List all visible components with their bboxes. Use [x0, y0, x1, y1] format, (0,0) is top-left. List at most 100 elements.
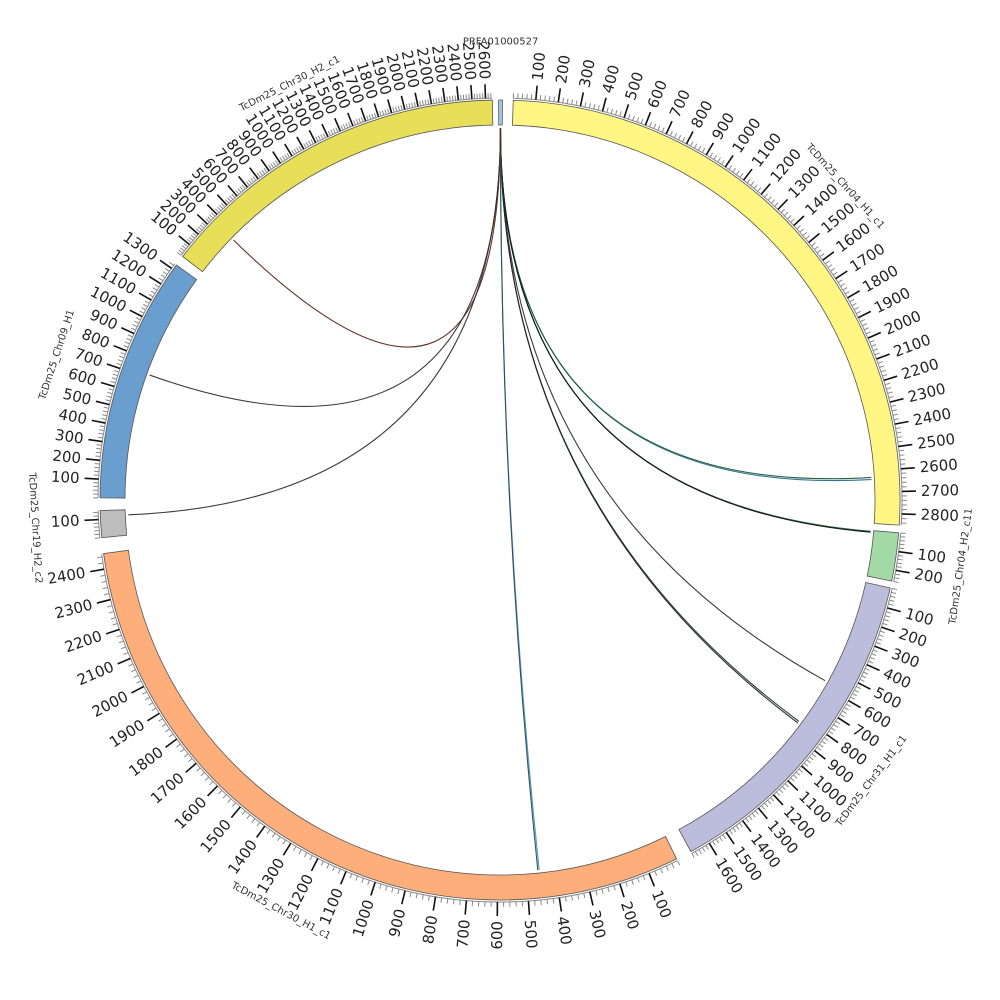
- minor-tick: [107, 391, 113, 395]
- minor-tick: [231, 193, 236, 199]
- minor-tick: [415, 893, 418, 899]
- tick-label: 500: [621, 70, 647, 103]
- major-tick: [284, 143, 293, 157]
- minor-tick: [888, 603, 894, 606]
- minor-tick: [277, 836, 281, 842]
- major-tick: [347, 112, 354, 127]
- minor-tick: [355, 119, 359, 125]
- minor-tick: [640, 118, 644, 124]
- minor-tick: [164, 268, 170, 272]
- major-tick: [105, 628, 120, 635]
- minor-tick: [613, 885, 616, 891]
- minor-tick: [274, 160, 279, 166]
- minor-tick: [427, 99, 430, 105]
- minor-tick: [200, 772, 205, 777]
- minor-tick: [844, 707, 849, 711]
- minor-tick: [102, 410, 108, 413]
- major-tick: [898, 443, 913, 448]
- tick-label: 2200: [899, 355, 941, 384]
- minor-tick: [298, 145, 302, 151]
- segment-tcdm25-chr04-h2-c11: [866, 530, 900, 582]
- minor-tick: [553, 96, 555, 102]
- minor-tick: [861, 675, 867, 679]
- minor-tick: [745, 817, 750, 823]
- minor-tick: [846, 703, 851, 707]
- major-tick: [296, 136, 305, 150]
- segment-name-tcdm25-chr04-h2-c11: TcDm25_Chr04_H2_c11: [947, 508, 975, 627]
- major-tick: [272, 151, 282, 164]
- major-tick: [185, 762, 197, 774]
- tick-label: 1100: [316, 885, 347, 927]
- minor-tick: [353, 120, 356, 126]
- minor-tick: [181, 245, 187, 250]
- link-tcdm25-chr09-h1-10: [149, 127, 502, 407]
- minor-tick: [701, 847, 706, 852]
- minor-tick: [721, 160, 725, 165]
- minor-tick: [877, 361, 883, 364]
- major-tick: [148, 275, 162, 285]
- minor-tick: [851, 302, 857, 307]
- segment-tcdm25-chr04-h1-c1: [512, 99, 901, 526]
- minor-tick: [738, 822, 743, 828]
- major-tick: [874, 645, 888, 652]
- minor-tick: [355, 875, 359, 881]
- major-tick: [847, 290, 860, 299]
- major-tick: [400, 95, 406, 110]
- minor-tick: [678, 135, 682, 141]
- minor-tick: [607, 887, 610, 893]
- major-tick: [238, 175, 249, 188]
- minor-tick: [176, 251, 182, 256]
- minor-tick: [379, 111, 382, 117]
- minor-tick: [440, 897, 443, 903]
- minor-tick: [575, 100, 578, 106]
- minor-tick: [657, 125, 661, 131]
- link-tcdm25-chr30-h1-c1-8: [499, 127, 539, 871]
- minor-tick: [562, 97, 565, 104]
- minor-tick: [225, 199, 230, 204]
- minor-tick: [539, 95, 542, 101]
- minor-tick: [886, 387, 892, 390]
- tick-label: 400: [57, 405, 89, 428]
- minor-tick: [571, 895, 573, 901]
- segment-name-prfa01000527: PRFA01000527: [463, 37, 539, 48]
- link-tcdm25-chr31-h1-c1-4: [499, 127, 826, 682]
- link-tcdm25-chr30-h1-c1-7: [499, 127, 540, 870]
- segment-prfa01000527: [498, 99, 503, 126]
- minor-tick: [128, 663, 134, 667]
- major-tick: [100, 381, 115, 388]
- minor-tick: [120, 646, 126, 650]
- minor-tick: [211, 212, 216, 217]
- minor-tick: [391, 887, 394, 893]
- minor-tick: [184, 753, 189, 758]
- major-tick: [129, 309, 143, 318]
- major-tick: [387, 99, 393, 114]
- minor-tick: [778, 788, 784, 794]
- minor-tick: [892, 413, 898, 416]
- minor-tick: [105, 399, 111, 402]
- tick-label: 2600: [474, 41, 493, 80]
- major-tick: [249, 167, 259, 180]
- minor-tick: [449, 96, 451, 102]
- minor-tick: [327, 130, 331, 136]
- minor-tick: [898, 554, 904, 557]
- minor-tick: [180, 748, 185, 753]
- minor-tick: [767, 196, 772, 201]
- major-tick: [837, 717, 851, 726]
- major-tick: [310, 858, 319, 872]
- minor-tick: [102, 587, 108, 590]
- major-tick: [757, 807, 768, 820]
- minor-tick: [781, 786, 787, 791]
- minor-tick: [400, 105, 403, 111]
- minor-tick: [863, 671, 869, 675]
- minor-tick: [805, 235, 810, 240]
- minor-tick: [96, 447, 102, 450]
- minor-tick: [127, 334, 133, 338]
- minor-tick: [281, 155, 286, 161]
- minor-tick: [101, 417, 107, 420]
- minor-tick: [101, 414, 108, 417]
- minor-tick: [790, 218, 795, 223]
- minor-tick: [564, 896, 567, 902]
- minor-tick: [315, 136, 319, 142]
- minor-tick: [188, 758, 193, 763]
- tick-label: 1800: [125, 743, 166, 780]
